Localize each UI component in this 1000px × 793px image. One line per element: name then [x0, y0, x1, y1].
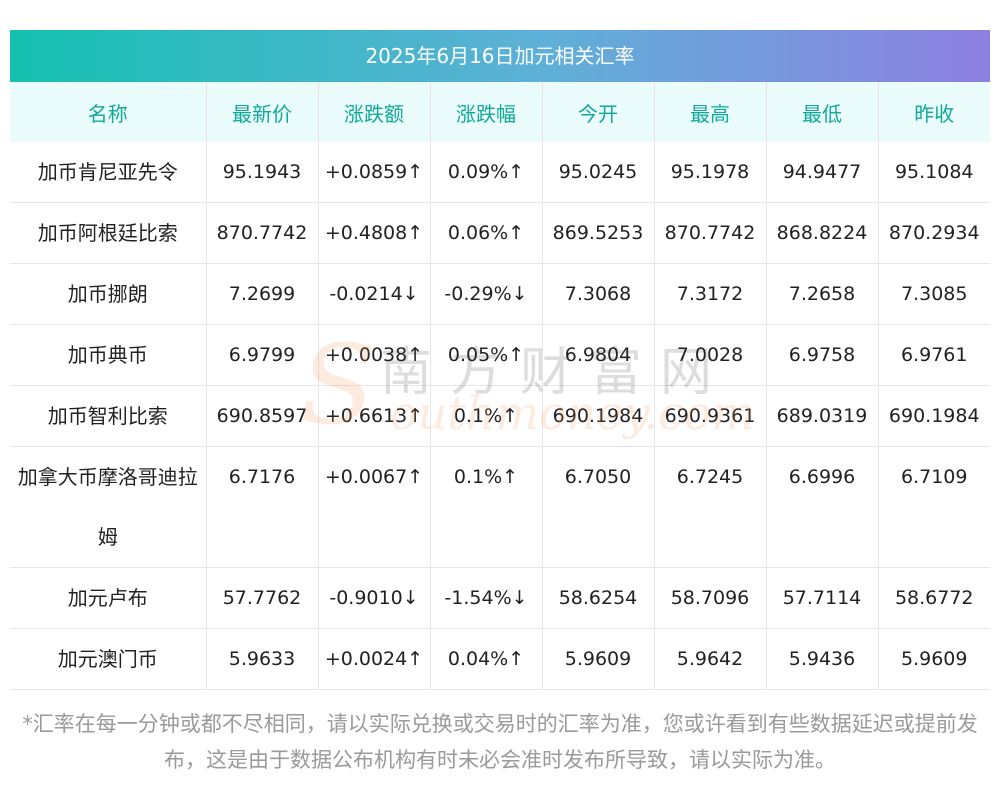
currency-name: 加币智利比索: [10, 385, 207, 447]
currency-name: 加币典币: [10, 324, 207, 386]
open-price: 690.1984: [542, 385, 655, 447]
open-price: 95.0245: [542, 142, 655, 203]
change-percent: 0.06%↑: [430, 202, 543, 264]
high-price: 58.7096: [654, 567, 767, 629]
change-percent: 0.04%↑: [430, 628, 543, 690]
low-price: 94.9477: [766, 142, 879, 203]
prev-close: 690.1984: [878, 385, 990, 447]
change-amount: +0.4808↑: [318, 202, 431, 264]
open-price: 5.9609: [542, 628, 655, 690]
change-amount: +0.0038↑: [318, 324, 431, 386]
currency-name: 加币阿根廷比索: [10, 202, 207, 264]
prev-close: 870.2934: [878, 202, 990, 264]
disclaimer-note: *汇率在每一分钟或都不尽相同，请以实际兑换或交易时的汇率为准，您或许看到有些数据…: [22, 712, 978, 772]
low-price: 7.2658: [766, 263, 879, 325]
latest-price: 5.9633: [206, 628, 319, 690]
currency-name: 加元卢布: [10, 567, 207, 629]
table-row: 加币典币 6.9799 +0.0038↑ 0.05%↑ 6.9804 7.002…: [10, 324, 990, 386]
latest-price: 6.7176: [206, 446, 319, 568]
low-price: 6.6996: [766, 446, 879, 568]
low-price: 689.0319: [766, 385, 879, 447]
high-price: 870.7742: [654, 202, 767, 264]
header-latest: 最新价: [206, 82, 319, 142]
change-percent: 0.1%↑: [430, 385, 543, 447]
low-price: 6.9758: [766, 324, 879, 386]
high-price: 95.1978: [654, 142, 767, 203]
header-low: 最低: [766, 82, 879, 142]
header-change: 涨跌额: [318, 82, 431, 142]
change-percent: -1.54%↓: [430, 567, 543, 629]
prev-close: 95.1084: [878, 142, 990, 203]
high-price: 690.9361: [654, 385, 767, 447]
prev-close: 58.6772: [878, 567, 990, 629]
prev-close: 6.7109: [878, 446, 990, 568]
prev-close: 6.9761: [878, 324, 990, 386]
low-price: 57.7114: [766, 567, 879, 629]
currency-name: 加元澳门币: [10, 628, 207, 690]
open-price: 58.6254: [542, 567, 655, 629]
exchange-rate-table: 名称 最新价 涨跌额 涨跌幅 今开 最高 最低 昨收 加币肯尼亚先令 95.19…: [10, 82, 990, 690]
table-row: 加币阿根廷比索 870.7742 +0.4808↑ 0.06%↑ 869.525…: [10, 202, 990, 264]
table-row: 加币智利比索 690.8597 +0.6613↑ 0.1%↑ 690.1984 …: [10, 385, 990, 447]
table-row: 加拿大币摩洛哥迪拉姆 6.7176 +0.0067↑ 0.1%↑ 6.7050 …: [10, 446, 990, 568]
currency-name: 加币肯尼亚先令: [10, 142, 207, 203]
low-price: 868.8224: [766, 202, 879, 264]
high-price: 7.3172: [654, 263, 767, 325]
change-amount: +0.0024↑: [318, 628, 431, 690]
header-prev-close: 昨收: [878, 82, 990, 142]
change-percent: 0.09%↑: [430, 142, 543, 203]
change-amount: -0.0214↓: [318, 263, 431, 325]
currency-name: 加拿大币摩洛哥迪拉姆: [10, 446, 207, 568]
header-name: 名称: [10, 82, 207, 142]
change-amount: +0.6613↑: [318, 385, 431, 447]
latest-price: 95.1943: [206, 142, 319, 203]
low-price: 5.9436: [766, 628, 879, 690]
open-price: 869.5253: [542, 202, 655, 264]
table-row: 加元澳门币 5.9633 +0.0024↑ 0.04%↑ 5.9609 5.96…: [10, 628, 990, 690]
table-row: 加币肯尼亚先令 95.1943 +0.0859↑ 0.09%↑ 95.0245 …: [10, 142, 990, 203]
header-high: 最高: [654, 82, 767, 142]
latest-price: 690.8597: [206, 385, 319, 447]
header-open: 今开: [542, 82, 655, 142]
latest-price: 57.7762: [206, 567, 319, 629]
latest-price: 870.7742: [206, 202, 319, 264]
table-row: 加币挪朗 7.2699 -0.0214↓ -0.29%↓ 7.3068 7.31…: [10, 263, 990, 325]
prev-close: 5.9609: [878, 628, 990, 690]
open-price: 7.3068: [542, 263, 655, 325]
change-amount: +0.0067↑: [318, 446, 431, 568]
latest-price: 7.2699: [206, 263, 319, 325]
latest-price: 6.9799: [206, 324, 319, 386]
change-amount: +0.0859↑: [318, 142, 431, 203]
header-change-pct: 涨跌幅: [430, 82, 543, 142]
change-percent: 0.1%↑: [430, 446, 543, 568]
high-price: 5.9642: [654, 628, 767, 690]
table-row: 加元卢布 57.7762 -0.9010↓ -1.54%↓ 58.6254 58…: [10, 567, 990, 629]
change-percent: 0.05%↑: [430, 324, 543, 386]
currency-name: 加币挪朗: [10, 263, 207, 325]
table-header-row: 名称 最新价 涨跌额 涨跌幅 今开 最高 最低 昨收: [10, 82, 990, 142]
open-price: 6.7050: [542, 446, 655, 568]
prev-close: 7.3085: [878, 263, 990, 325]
open-price: 6.9804: [542, 324, 655, 386]
change-amount: -0.9010↓: [318, 567, 431, 629]
high-price: 7.0028: [654, 324, 767, 386]
page-title: 2025年6月16日加元相关汇率: [10, 30, 990, 82]
change-percent: -0.29%↓: [430, 263, 543, 325]
high-price: 6.7245: [654, 446, 767, 568]
